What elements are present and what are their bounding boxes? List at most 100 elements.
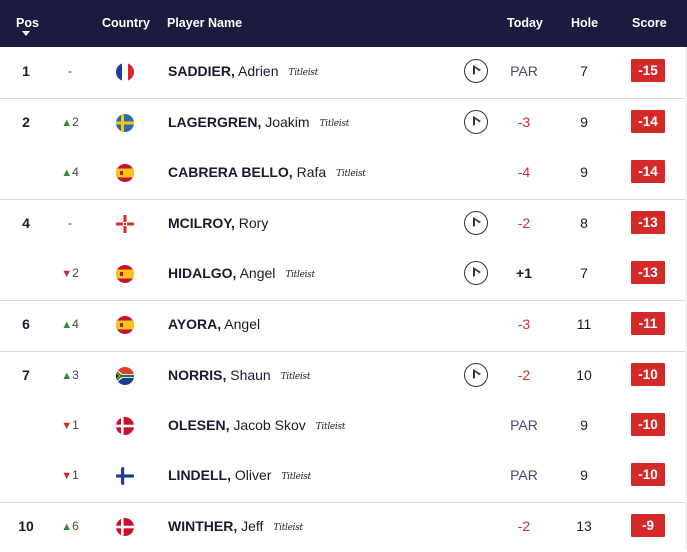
- position-cell: 10: [18, 518, 34, 534]
- hole-number: 10: [576, 367, 592, 383]
- table-row[interactable]: ▼1 OLESEN, Jacob Skov Titleist PAR 9 -10: [0, 401, 687, 451]
- hole-number: 11: [576, 316, 592, 332]
- player-last-name[interactable]: HIDALGO,: [168, 265, 237, 281]
- player-first-name[interactable]: Rory: [238, 215, 269, 231]
- table-row[interactable]: 1 - SADDIER, Adrien Titleist PAR 7 -15: [0, 47, 687, 97]
- triangle-up-icon: ▲: [61, 319, 73, 331]
- pos-column-header[interactable]: Pos: [16, 16, 39, 30]
- movement-value: 2: [72, 266, 79, 280]
- player-last-name[interactable]: OLESEN,: [168, 417, 230, 433]
- total-score-badge: -11: [631, 312, 665, 335]
- table-row[interactable]: 7 ▲3 NORRIS, Shaun Titleist -2 10 -10: [0, 351, 687, 401]
- hole-number: 9: [580, 164, 588, 180]
- player-first-name[interactable]: Jacob Skov: [233, 417, 306, 433]
- today-score: PAR: [510, 467, 538, 483]
- player-name[interactable]: LINDELL, Oliver Titleist: [168, 467, 311, 483]
- row-divider: [0, 199, 687, 200]
- denmark-flag-icon: [116, 417, 134, 435]
- play-video-icon[interactable]: [464, 59, 488, 83]
- player-last-name[interactable]: LAGERGREN,: [168, 114, 262, 130]
- player-first-name[interactable]: Jeff: [241, 518, 264, 534]
- position-movement: ▼1: [56, 418, 84, 432]
- movement-value: 3: [72, 368, 79, 382]
- table-row[interactable]: 10 ▲6 WINTHER, Jeff Titleist -2 13 -9: [0, 502, 687, 552]
- titleist-logo: Titleist: [336, 169, 366, 179]
- titleist-logo: Titleist: [285, 270, 315, 280]
- player-last-name[interactable]: WINTHER,: [168, 518, 238, 534]
- player-name[interactable]: LAGERGREN, Joakim Titleist: [168, 114, 349, 130]
- hole-number: 9: [580, 114, 588, 130]
- titleist-logo: Titleist: [280, 372, 311, 382]
- position-movement: ▲3: [56, 368, 84, 382]
- hole-number: 7: [580, 265, 588, 281]
- player-first-name[interactable]: Angel: [239, 265, 276, 281]
- score-column-header: Score: [632, 16, 667, 30]
- player-last-name[interactable]: AYORA,: [168, 316, 222, 332]
- position-movement: ▼1: [56, 468, 84, 482]
- table-row[interactable]: ▼2 HIDALGO, Angel Titleist +1 7 -13: [0, 249, 687, 299]
- player-last-name[interactable]: NORRIS,: [168, 367, 227, 383]
- table-row[interactable]: ▲4 CABRERA BELLO, Rafa Titleist -4 9 -14: [0, 148, 687, 198]
- position-movement: ▲2: [56, 115, 84, 129]
- today-score: PAR: [510, 417, 538, 433]
- position-movement: ▲6: [56, 519, 84, 533]
- player-first-name[interactable]: Adrien: [238, 63, 279, 79]
- position-cell: 7: [22, 367, 30, 383]
- spain-flag-icon: [116, 316, 134, 334]
- position-movement: ▼2: [56, 266, 84, 280]
- titleist-logo: Titleist: [319, 119, 350, 129]
- scrollbar-track[interactable]: [685, 47, 687, 550]
- player-name[interactable]: MCILROY, Rory: [168, 215, 268, 231]
- player-first-name[interactable]: Rafa: [296, 164, 327, 180]
- play-video-icon[interactable]: [464, 211, 488, 235]
- player-last-name[interactable]: MCILROY,: [168, 215, 235, 231]
- player-name[interactable]: OLESEN, Jacob Skov Titleist: [168, 417, 345, 433]
- hole-number: 13: [576, 518, 592, 534]
- total-score-badge: -10: [631, 413, 665, 436]
- sort-arrow-icon[interactable]: [22, 31, 30, 36]
- table-row[interactable]: 6 ▲4 AYORA, Angel -3 11 -11: [0, 300, 687, 350]
- today-score: -2: [517, 518, 531, 534]
- player-name-column-header: Player Name: [167, 16, 243, 30]
- country-column-header: Country: [102, 16, 150, 30]
- player-name[interactable]: WINTHER, Jeff Titleist: [168, 518, 303, 534]
- player-first-name[interactable]: Oliver: [234, 467, 272, 483]
- south-africa-flag-icon: [116, 367, 134, 385]
- leaderboard-header: Pos Country Player Name Today Hole Score: [0, 0, 687, 47]
- row-divider: [0, 98, 687, 99]
- titleist-logo: Titleist: [288, 68, 319, 78]
- triangle-up-icon: ▲: [61, 167, 73, 179]
- position-movement: ▲4: [56, 317, 84, 331]
- player-name[interactable]: CABRERA BELLO, Rafa Titleist: [168, 164, 366, 180]
- position-movement: -: [56, 64, 84, 78]
- total-score-badge: -14: [631, 110, 665, 133]
- position-movement: ▲4: [56, 165, 84, 179]
- today-score: -4: [517, 164, 531, 180]
- table-row[interactable]: 4 - MCILROY, Rory -2 8 -13: [0, 199, 687, 249]
- today-score: PAR: [510, 63, 538, 79]
- movement-value: 1: [72, 468, 79, 482]
- table-row[interactable]: ▼1 LINDELL, Oliver Titleist PAR 9 -10: [0, 451, 687, 501]
- player-name[interactable]: NORRIS, Shaun Titleist: [168, 367, 310, 383]
- player-last-name[interactable]: SADDIER,: [168, 63, 235, 79]
- finland-flag-icon: [116, 467, 134, 485]
- player-name[interactable]: AYORA, Angel: [168, 316, 260, 332]
- player-first-name[interactable]: Shaun: [230, 367, 271, 383]
- total-score-badge: -15: [631, 59, 665, 82]
- player-first-name[interactable]: Angel: [224, 316, 261, 332]
- player-name[interactable]: SADDIER, Adrien Titleist: [168, 63, 318, 79]
- titleist-logo: Titleist: [315, 422, 346, 432]
- player-name[interactable]: HIDALGO, Angel Titleist: [168, 265, 315, 281]
- movement-value: 1: [72, 418, 79, 432]
- movement-value: 6: [72, 519, 79, 533]
- player-first-name[interactable]: Joakim: [265, 114, 310, 130]
- play-video-icon[interactable]: [464, 261, 488, 285]
- play-video-icon[interactable]: [464, 110, 488, 134]
- player-last-name[interactable]: LINDELL,: [168, 467, 231, 483]
- hole-number: 9: [580, 467, 588, 483]
- player-last-name[interactable]: CABRERA BELLO,: [168, 164, 293, 180]
- table-row[interactable]: 2 ▲2 LAGERGREN, Joakim Titleist -3 9 -14: [0, 98, 687, 148]
- total-score-badge: -13: [631, 261, 665, 284]
- spain-flag-icon: [116, 265, 134, 283]
- play-video-icon[interactable]: [464, 363, 488, 387]
